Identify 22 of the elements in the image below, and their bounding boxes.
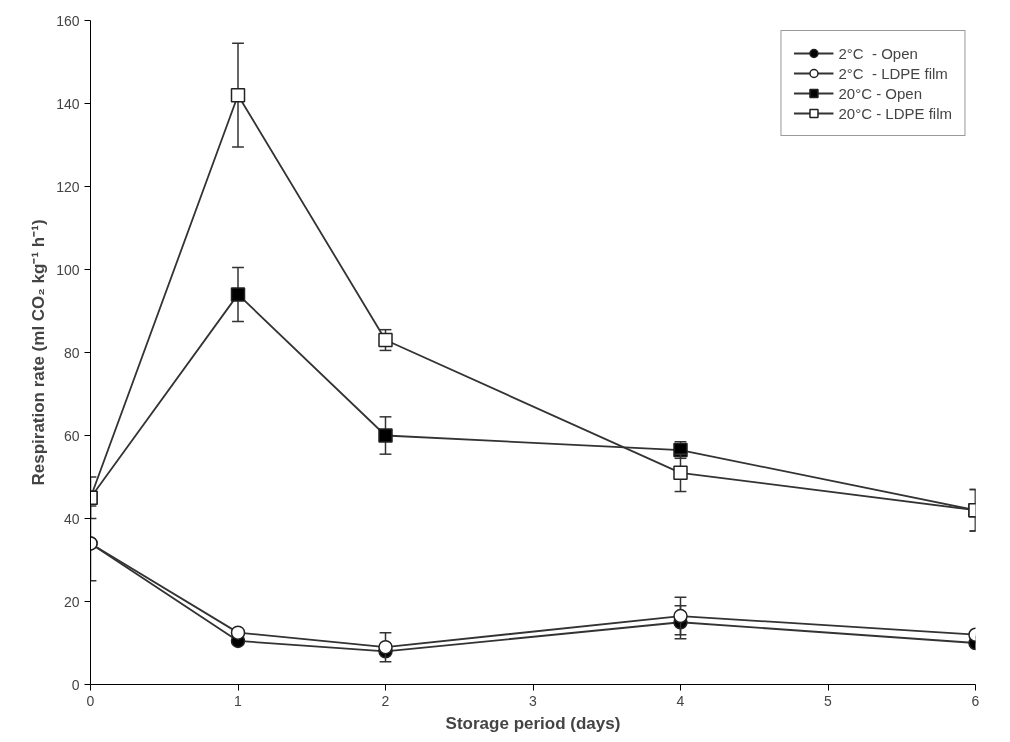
x-axis-title: Storage period (days) — [445, 713, 621, 733]
legend-label: 2°C - LDPE film — [838, 64, 948, 82]
legend-label: 2°C - Open — [838, 44, 918, 62]
x-tick-label: 3 — [529, 692, 538, 709]
legend-label: 20°C - LDPE film — [838, 104, 952, 122]
legend-label: 20°C - Open — [838, 84, 923, 102]
x-tick-label: 6 — [971, 692, 980, 709]
x-tick-label: 4 — [676, 692, 685, 709]
x-tick-label: 5 — [824, 692, 833, 709]
y-tick-label: 0 — [71, 676, 80, 693]
x-tick-label: 0 — [86, 692, 95, 709]
y-tick-label: 160 — [56, 12, 80, 29]
y-tick-label: 100 — [56, 261, 80, 278]
y-tick-label: 140 — [56, 95, 80, 112]
y-tick-label: 60 — [63, 427, 80, 444]
y-tick-label: 40 — [63, 510, 80, 527]
y-tick-label: 120 — [56, 178, 80, 195]
y-tick-label: 80 — [63, 344, 80, 361]
y-tick-label: 20 — [63, 593, 80, 610]
y-axis-title: Respiration rate (ml CO₂ kg⁻¹ h⁻¹) — [29, 219, 49, 486]
x-tick-label: 1 — [234, 692, 243, 709]
x-tick-label: 2 — [381, 692, 390, 709]
